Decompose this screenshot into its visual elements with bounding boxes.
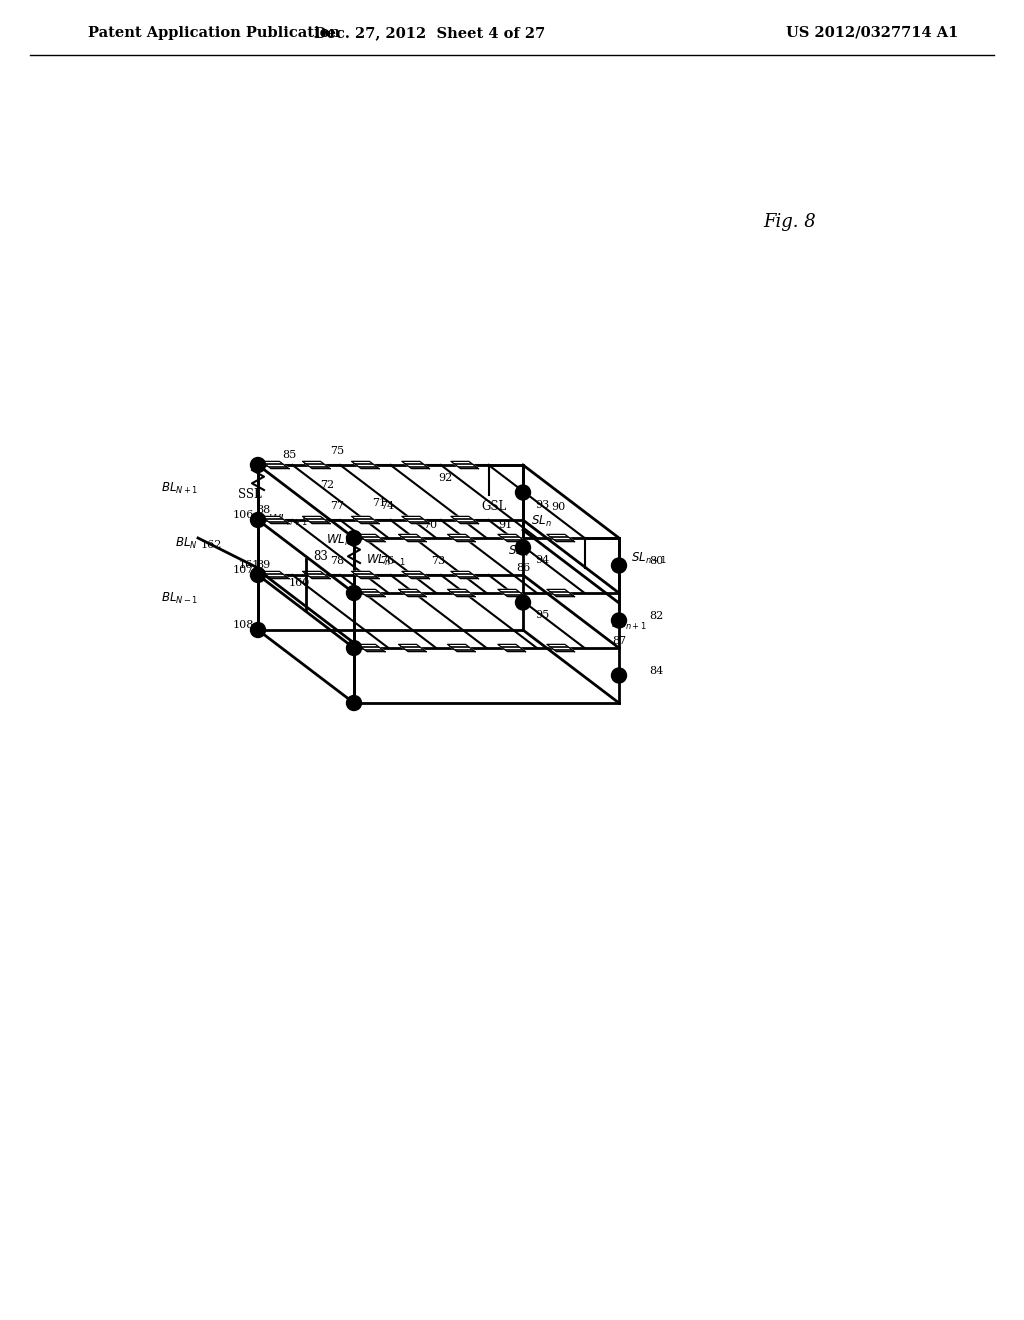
Text: 74: 74 — [381, 502, 394, 511]
Circle shape — [346, 531, 361, 545]
Circle shape — [515, 595, 530, 610]
Polygon shape — [401, 572, 429, 578]
Circle shape — [251, 458, 265, 473]
Text: 76: 76 — [381, 556, 394, 566]
Text: 75: 75 — [330, 446, 344, 455]
Text: SSL: SSL — [238, 488, 261, 502]
Text: 87: 87 — [612, 636, 626, 645]
Text: 108: 108 — [233, 620, 254, 630]
Polygon shape — [261, 572, 289, 578]
Circle shape — [611, 612, 627, 628]
Polygon shape — [261, 462, 289, 469]
Text: 70: 70 — [423, 520, 437, 531]
Circle shape — [251, 568, 265, 582]
Circle shape — [251, 623, 265, 638]
Text: 88: 88 — [256, 506, 270, 515]
Text: 84: 84 — [649, 667, 664, 676]
Text: $BL_{N-1}$: $BL_{N-1}$ — [161, 590, 198, 606]
Circle shape — [346, 696, 361, 710]
Polygon shape — [357, 535, 385, 541]
Text: 78: 78 — [330, 556, 344, 566]
Polygon shape — [547, 644, 574, 652]
Text: $SL_{n+1}$: $SL_{n+1}$ — [631, 550, 667, 565]
Text: 80: 80 — [649, 556, 664, 566]
Polygon shape — [398, 535, 426, 541]
Polygon shape — [302, 572, 330, 578]
Text: 71: 71 — [373, 498, 387, 508]
Text: Fig. 8: Fig. 8 — [764, 213, 816, 231]
Polygon shape — [498, 589, 525, 597]
Polygon shape — [401, 516, 429, 524]
Text: 91: 91 — [499, 520, 513, 531]
Text: 162: 162 — [201, 540, 222, 550]
Text: $BL_N$: $BL_N$ — [175, 536, 198, 550]
Polygon shape — [398, 644, 426, 652]
Circle shape — [611, 668, 627, 682]
Text: 160: 160 — [289, 578, 310, 587]
Circle shape — [515, 484, 530, 500]
Polygon shape — [357, 644, 385, 652]
Text: 77: 77 — [330, 502, 344, 511]
Text: $WL_n$: $WL_n$ — [326, 532, 351, 548]
Polygon shape — [547, 589, 574, 597]
Text: 161: 161 — [239, 560, 260, 570]
Text: $WL_{n-1}$: $WL_{n-1}$ — [366, 553, 406, 568]
Polygon shape — [547, 535, 574, 541]
Text: $SL_n$: $SL_n$ — [530, 513, 551, 529]
Polygon shape — [401, 462, 429, 469]
Polygon shape — [498, 644, 525, 652]
Text: $BL_{N+1}$: $BL_{N+1}$ — [161, 480, 198, 495]
Text: 73: 73 — [431, 556, 444, 566]
Text: $SL_n$: $SL_n$ — [508, 544, 528, 558]
Text: 93: 93 — [535, 500, 549, 510]
Polygon shape — [447, 644, 475, 652]
Polygon shape — [302, 462, 330, 469]
Polygon shape — [398, 589, 426, 597]
Polygon shape — [357, 589, 385, 597]
Polygon shape — [351, 462, 379, 469]
Text: 94: 94 — [535, 554, 549, 565]
Text: Patent Application Publication: Patent Application Publication — [88, 26, 340, 40]
Text: 82: 82 — [649, 611, 664, 620]
Text: $WL_{n+1}$: $WL_{n+1}$ — [268, 512, 308, 528]
Text: 92: 92 — [438, 473, 453, 483]
Text: 72: 72 — [321, 480, 334, 490]
Text: 89: 89 — [256, 560, 270, 570]
Polygon shape — [351, 516, 379, 524]
Polygon shape — [302, 516, 330, 524]
Text: Dec. 27, 2012  Sheet 4 of 27: Dec. 27, 2012 Sheet 4 of 27 — [314, 26, 546, 40]
Polygon shape — [261, 516, 289, 524]
Text: GSL: GSL — [481, 500, 506, 513]
Text: US 2012/0327714 A1: US 2012/0327714 A1 — [785, 26, 958, 40]
Text: 95: 95 — [535, 610, 549, 620]
Circle shape — [515, 540, 530, 554]
Circle shape — [251, 512, 265, 528]
Polygon shape — [447, 535, 475, 541]
Polygon shape — [451, 462, 478, 469]
Text: 90: 90 — [552, 502, 566, 511]
Polygon shape — [498, 535, 525, 541]
Text: $SL_{n+1}$: $SL_{n+1}$ — [611, 616, 647, 631]
Text: 86: 86 — [516, 564, 530, 573]
Polygon shape — [447, 589, 475, 597]
Circle shape — [346, 586, 361, 601]
Polygon shape — [451, 572, 478, 578]
Circle shape — [611, 558, 627, 573]
Polygon shape — [451, 516, 478, 524]
Polygon shape — [351, 572, 379, 578]
Text: 107: 107 — [233, 565, 254, 576]
Circle shape — [346, 640, 361, 656]
Text: 85: 85 — [283, 450, 297, 459]
Text: 106: 106 — [233, 510, 254, 520]
Text: 83: 83 — [313, 550, 329, 564]
